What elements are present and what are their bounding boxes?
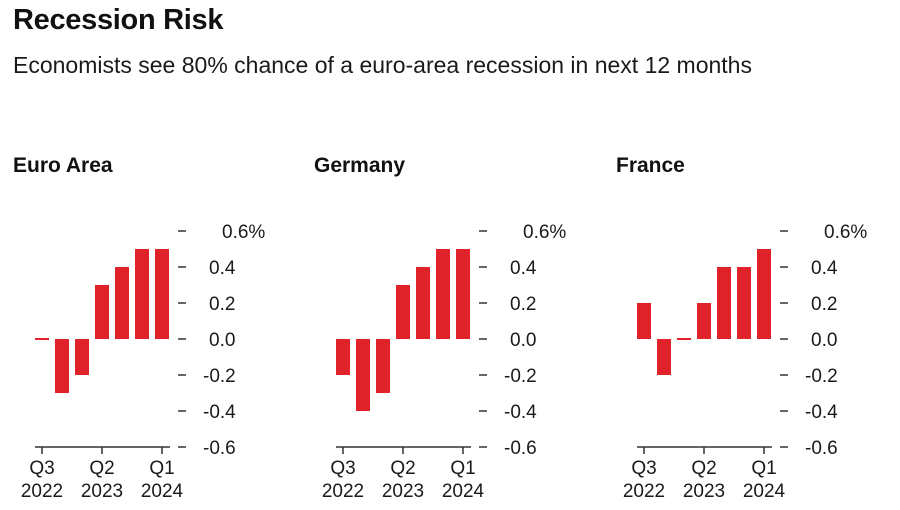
bar-germany-2 [376,339,390,393]
bar-euro-area-2 [75,339,89,375]
bar-france-4 [717,267,731,339]
x-tick-label-euro-area-0-year: 2022 [21,481,63,502]
bar-germany-5 [436,249,450,339]
bar-germany-6 [456,249,470,339]
y-tick-label-euro-area-1: 0.4 [209,258,236,279]
x-tick-label-germany-2-year: 2024 [442,481,485,502]
x-tick-label-france-2-year: 2024 [743,481,786,502]
y-tick-label-euro-area-3: 0.0 [209,330,235,351]
x-tick-label-euro-area-2-quarter: Q1 [149,458,174,479]
x-tick-label-france-0-year: 2022 [623,481,665,502]
x-tick-label-france-1-quarter: Q2 [691,458,716,479]
x-tick-label-france-2-quarter: Q1 [751,458,776,479]
y-tick-label-germany-5: -0.4 [504,402,537,423]
y-tick-label-france-5: -0.4 [805,402,838,423]
bar-france-5 [737,267,751,339]
chart-subtitle: Economists see 80% chance of a euro-area… [13,52,752,78]
y-tick-label-euro-area-6: -0.6 [203,438,236,459]
x-tick-label-germany-0-year: 2022 [322,481,364,502]
y-tick-label-france-4: -0.2 [805,366,838,387]
bar-germany-1 [356,339,370,411]
y-tick-label-euro-area-4: -0.2 [203,366,236,387]
bar-germany-4 [416,267,430,339]
x-tick-label-euro-area-1-year: 2023 [81,481,123,502]
bar-euro-area-1 [55,339,69,393]
bar-euro-area-4 [115,267,129,339]
panel-title-euro-area: Euro Area [13,154,113,177]
bar-france-6 [757,249,771,339]
x-tick-label-germany-0-quarter: Q3 [330,458,355,479]
bar-france-2 [677,338,691,340]
bar-euro-area-6 [155,249,169,339]
y-tick-label-germany-0: 0.6% [523,222,566,243]
y-tick-label-euro-area-5: -0.4 [203,402,236,423]
y-tick-label-france-6: -0.6 [805,438,838,459]
bar-euro-area-3 [95,285,109,339]
y-tick-label-germany-4: -0.2 [504,366,537,387]
y-tick-label-germany-6: -0.6 [504,438,537,459]
bar-euro-area-5 [135,249,149,339]
y-tick-label-france-3: 0.0 [811,330,837,351]
y-tick-label-france-0: 0.6% [824,222,867,243]
panel-title-france: France [616,154,685,177]
y-tick-label-germany-3: 0.0 [510,330,536,351]
bar-france-1 [657,339,671,375]
y-tick-label-euro-area-2: 0.2 [209,294,235,315]
x-tick-label-germany-2-quarter: Q1 [450,458,475,479]
y-tick-label-france-1: 0.4 [811,258,838,279]
x-tick-label-germany-1-year: 2023 [382,481,424,502]
bar-germany-3 [396,285,410,339]
bar-france-3 [697,303,711,339]
bar-euro-area-0 [35,338,49,340]
y-tick-label-france-2: 0.2 [811,294,837,315]
x-tick-label-germany-1-quarter: Q2 [390,458,415,479]
x-tick-label-france-1-year: 2023 [683,481,725,502]
y-tick-label-germany-1: 0.4 [510,258,537,279]
y-tick-label-euro-area-0: 0.6% [222,222,265,243]
chart-title: Recession Risk [13,4,224,36]
x-tick-label-euro-area-0-quarter: Q3 [29,458,54,479]
x-tick-label-euro-area-2-year: 2024 [141,481,184,502]
panel-title-germany: Germany [314,154,406,177]
bar-germany-0 [336,339,350,375]
bar-france-0 [637,303,651,339]
y-tick-label-germany-2: 0.2 [510,294,536,315]
x-tick-label-euro-area-1-quarter: Q2 [89,458,114,479]
x-tick-label-france-0-quarter: Q3 [631,458,656,479]
